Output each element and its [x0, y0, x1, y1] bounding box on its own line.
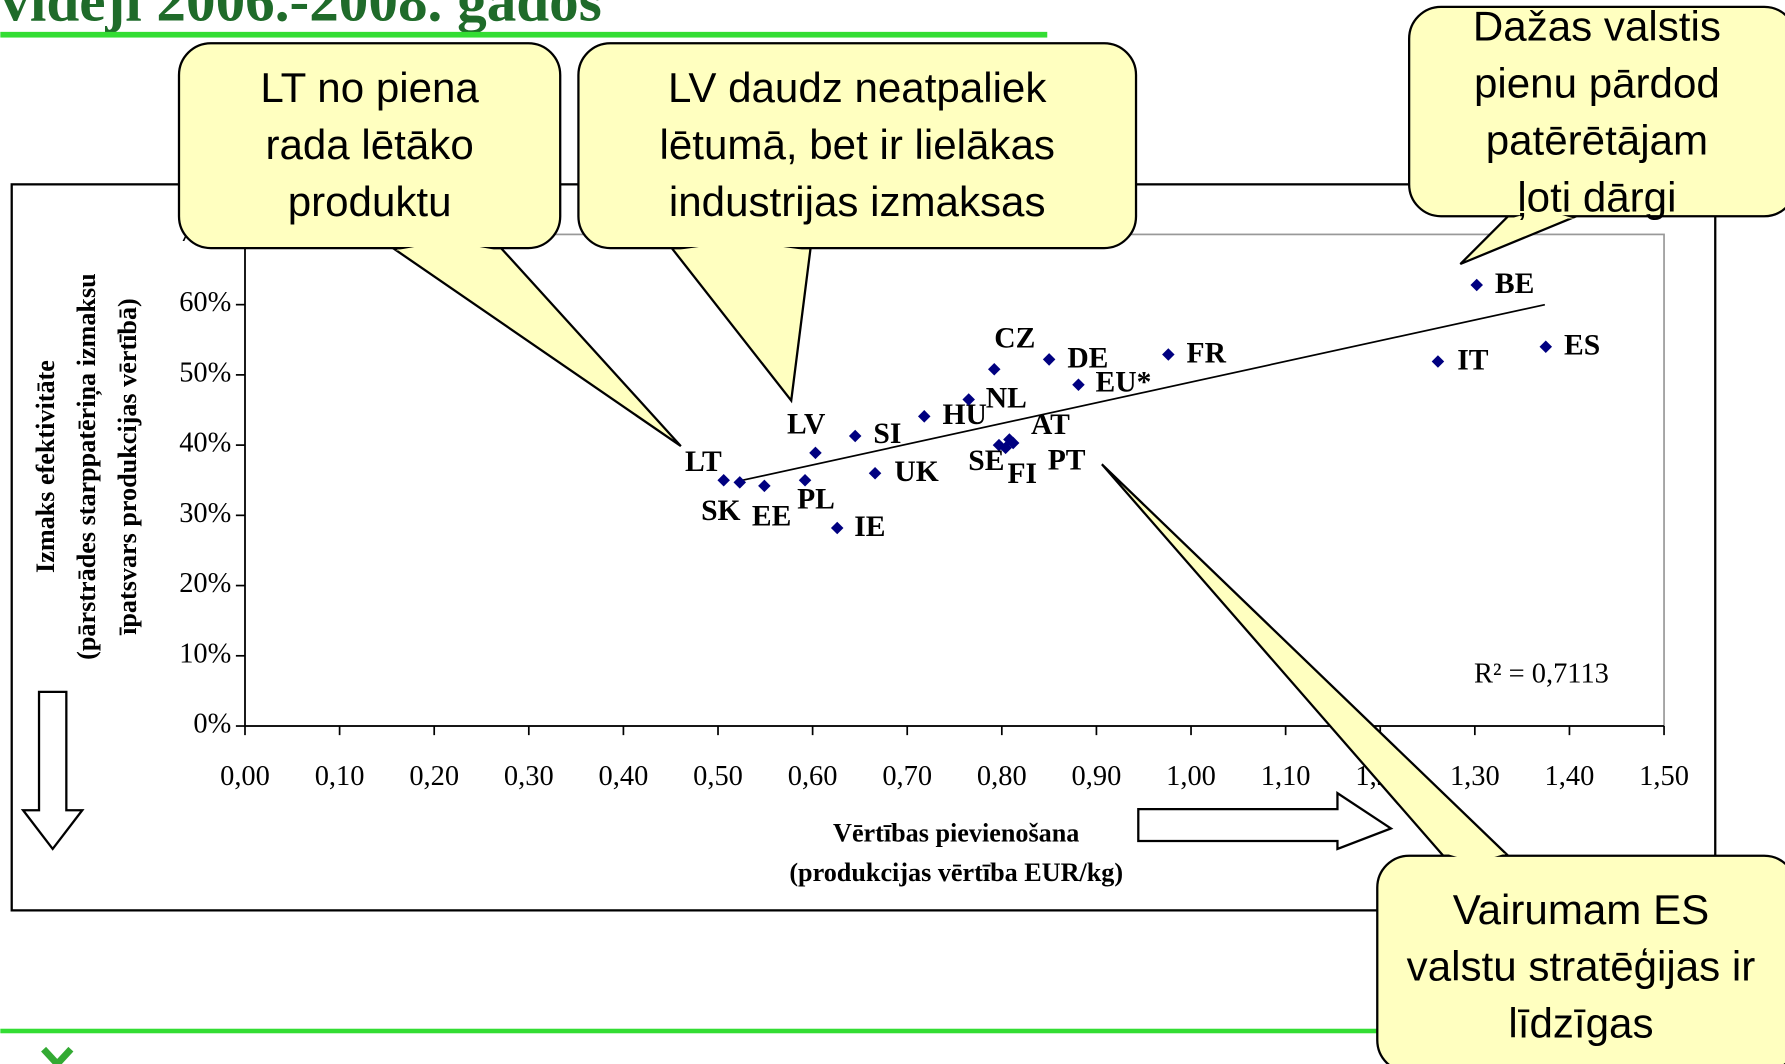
- y-tick-label: 50%: [179, 357, 231, 388]
- point-label: ES: [1564, 330, 1600, 362]
- point-label: SE: [968, 445, 1004, 477]
- x-tick-label: 1,30: [1450, 761, 1500, 792]
- point-label: NL: [986, 382, 1027, 414]
- y-tick-label: 20%: [179, 568, 231, 599]
- point-label: HU: [942, 399, 986, 431]
- callout-text: patērētājam: [1486, 117, 1708, 164]
- y-axis-label: Izmaks efektivitāte: [31, 360, 60, 573]
- point-label: AT: [1031, 409, 1070, 441]
- r-squared: R² = 0,7113: [1474, 658, 1609, 689]
- point: [717, 473, 730, 487]
- callout-joint: [1445, 853, 1506, 863]
- point-label: UK: [894, 456, 938, 488]
- point: [1539, 340, 1553, 354]
- y-tick-label: 30%: [179, 498, 231, 529]
- plot-area: [244, 233, 1665, 727]
- callout-text: Dažas valstis: [1473, 3, 1721, 50]
- point-label: EU*: [1096, 366, 1152, 398]
- point-label: SK: [701, 495, 740, 527]
- callout-joint: [1510, 209, 1575, 219]
- logo: [41, 1046, 74, 1064]
- down-arrow: [20, 690, 85, 851]
- y-tick-label: 0%: [193, 709, 231, 740]
- x-tick-label: 0,90: [1072, 761, 1122, 792]
- callout-box: [177, 42, 562, 250]
- x-tick-label: 1,00: [1166, 761, 1216, 792]
- point-label: FR: [1187, 337, 1227, 369]
- x-tick-label: 0,80: [977, 761, 1027, 792]
- point: [868, 466, 882, 480]
- x-axis-label: (produkcijas vērtība EUR/kg): [789, 858, 1123, 887]
- y-tick-label: 40%: [179, 428, 231, 459]
- title-rule: [0, 31, 1048, 38]
- x-tick-label: 0,20: [409, 761, 459, 792]
- callout-box: [1408, 5, 1785, 218]
- y-tick-label: 60%: [179, 287, 231, 318]
- x-tick-label: 1,40: [1545, 761, 1595, 792]
- callout-text: rada lētāko: [265, 121, 473, 168]
- x-tick-label: 0,30: [504, 761, 554, 792]
- callout-box: [1376, 854, 1785, 1064]
- x-tick-label: 1,10: [1261, 761, 1311, 792]
- point: [1431, 355, 1445, 368]
- slide-title: vidēji 2006.-2008. gados: [0, 0, 601, 33]
- x-tick-label: 0,00: [220, 761, 270, 792]
- callout-joint: [395, 241, 499, 251]
- x-tick-label: 0,50: [693, 761, 743, 792]
- x-tick-label: 0,40: [599, 761, 649, 792]
- callout-text: Vairumam ES: [1453, 886, 1710, 933]
- point: [733, 476, 747, 489]
- callout-text: LT no piena: [260, 64, 479, 111]
- y-axis-label: īpatsvars produkcijas vērtībā): [113, 298, 142, 636]
- x-tick-label: 0,70: [882, 761, 932, 792]
- point-label: LV: [787, 408, 826, 440]
- point: [758, 479, 771, 493]
- x-tick-label: 0,60: [788, 761, 838, 792]
- y-axis-label: (pārstrādes starppatēriņa izmaksu: [72, 273, 102, 660]
- point-label: IE: [854, 511, 885, 543]
- point-label: PL: [797, 484, 835, 516]
- footer-rule: [0, 1028, 1378, 1034]
- right-arrow: [1137, 791, 1394, 851]
- point: [798, 473, 812, 487]
- point-label: BE: [1495, 268, 1534, 300]
- callout-text: industrijas izmaksas: [669, 178, 1046, 225]
- point-label: EE: [752, 501, 791, 533]
- callout-text: ļoti dārgi: [1517, 173, 1676, 220]
- point-label: SI: [873, 418, 901, 450]
- point: [962, 393, 975, 406]
- point: [848, 429, 862, 443]
- point-label: DE: [1067, 342, 1108, 374]
- callout-text: lētumā, bet ir lielākas: [660, 121, 1055, 168]
- callout-text: produktu: [288, 178, 452, 225]
- callout-joint: [674, 241, 809, 251]
- callout-text: līdzīgas: [1508, 1000, 1653, 1047]
- callout-text: valstu stratēģijas ir: [1407, 943, 1756, 990]
- x-tick-label: 1,50: [1639, 761, 1689, 792]
- point-label: CZ: [994, 323, 1035, 355]
- point-label: FI: [1007, 458, 1037, 490]
- callout-box: [577, 42, 1138, 250]
- trendline: [742, 303, 1546, 482]
- point: [1042, 353, 1056, 366]
- x-tick-label: 0,10: [315, 761, 365, 792]
- callout-text: pienu pārdod: [1474, 60, 1720, 107]
- y-tick-label: 10%: [179, 638, 231, 669]
- x-axis-label: Vērtības pievienošana: [833, 818, 1079, 847]
- point-label: PT: [1048, 444, 1086, 476]
- point-label: LT: [685, 446, 722, 478]
- point-label: IT: [1457, 344, 1489, 376]
- point: [999, 441, 1012, 455]
- callout-text: LV daudz neatpaliek: [668, 64, 1047, 111]
